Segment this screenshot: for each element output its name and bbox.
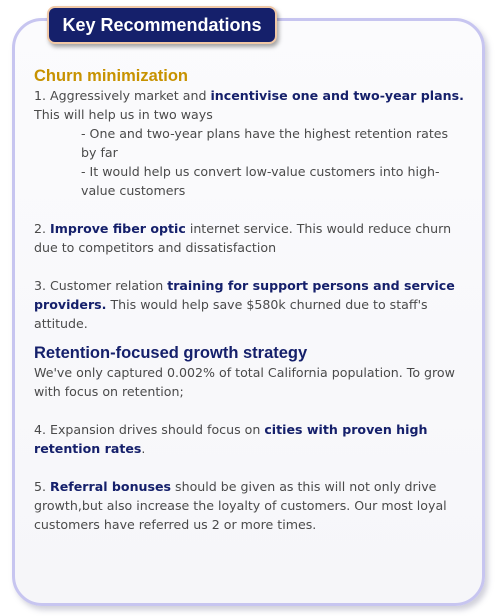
item-2-pre: 2. — [34, 221, 51, 236]
content-area: Churn minimization 1. Aggressively marke… — [34, 66, 464, 534]
recommendations-card — [12, 18, 485, 606]
item-5-highlight: Referral bonuses — [50, 479, 172, 494]
growth-heading: Retention-focused growth strategy — [34, 344, 308, 362]
item-1-sub-1: - One and two-year plans have the highes… — [81, 126, 449, 160]
item-3: 3. Customer relation training for suppor… — [34, 276, 464, 333]
item-2: 2. Improve fiber optic internet service.… — [34, 219, 464, 257]
item-4: 4. Expansion drives should focus on citi… — [34, 420, 464, 458]
item-2-highlight: Improve fiber optic — [50, 221, 186, 236]
item-4-pre: 4. Expansion drives should focus on — [34, 422, 265, 437]
item-5-post: should be given as this will not only dr… — [34, 479, 447, 532]
item-5: 5. Referral bonuses should be given as t… — [34, 477, 464, 534]
item-2-post: internet service. This would reduce chur… — [34, 221, 452, 255]
item-5-pre: 5. — [34, 479, 51, 494]
item-1: 1. Aggressively market and incentivise o… — [34, 86, 464, 124]
item-3-post: This would help save $580k churned due t… — [34, 297, 428, 331]
item-3-highlight: training for support persons and service… — [34, 278, 455, 312]
title-text: Key Recommendations — [62, 15, 262, 35]
item-4-post: . — [141, 441, 146, 456]
title-badge: Key Recommendations — [47, 6, 277, 44]
item-1-highlight: incentivise one and two-year plans. — [210, 88, 464, 103]
churn-heading: Churn minimization — [34, 67, 188, 85]
item-4-highlight: cities with proven high retention rates — [34, 422, 428, 456]
item-1-pre: 1. Aggressively market and — [34, 88, 211, 103]
growth-intro: We've only captured 0.002% of total Cali… — [34, 365, 455, 399]
item-3-pre: 3. Customer relation — [34, 278, 168, 293]
item-1-post: This will help us in two ways — [34, 107, 213, 122]
item-1-sub-2: - It would help us convert low-value cus… — [81, 164, 440, 198]
